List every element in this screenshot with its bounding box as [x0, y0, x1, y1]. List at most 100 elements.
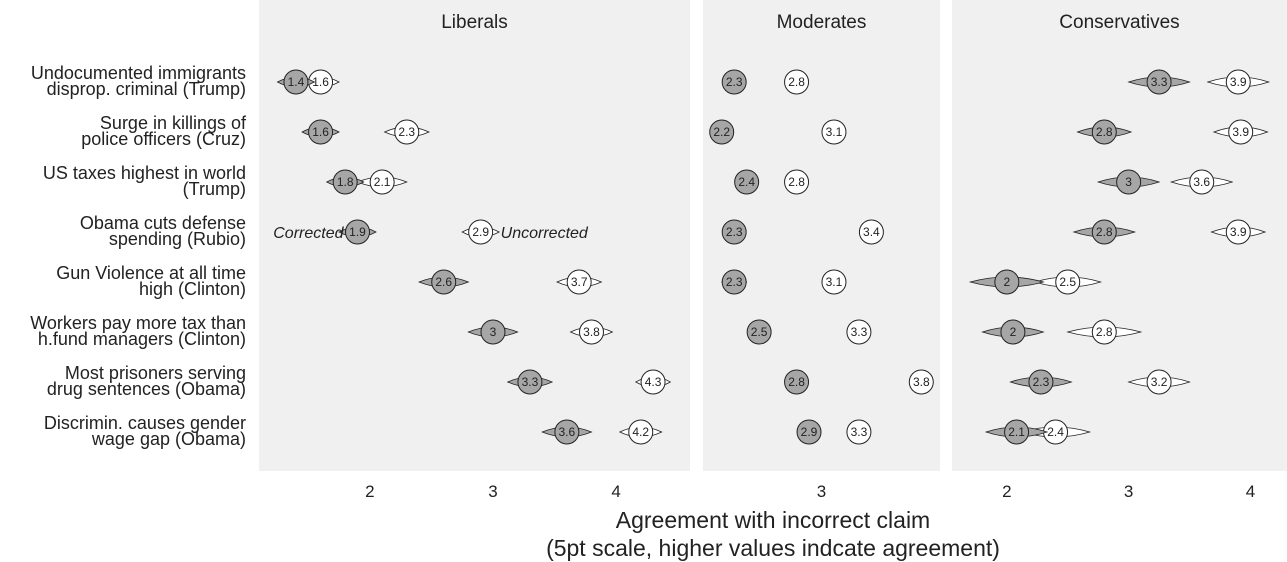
uncorrected-marker: [1146, 369, 1172, 395]
panel-conservatives: Conservatives 2 3 4 3.9 3.3 3.9 2.8 3.6 3 3.9 2.8 2.…: [952, 0, 1287, 501]
corrected-point: 2.5: [746, 319, 772, 345]
corrected-value-label: 2: [1003, 275, 1010, 289]
uncorrected-value-label: 2.9: [472, 225, 489, 239]
uncorrected-value-label: 3.9: [1232, 125, 1249, 139]
corrected-value-label: 1.9: [349, 225, 366, 239]
row-label-line: h.fund managers (Clinton): [38, 329, 246, 349]
corrected-point: 3.3: [506, 369, 554, 395]
corrected-value-label: 2.3: [726, 275, 743, 289]
corrected-point: 2.2: [709, 119, 735, 145]
uncorrected-value-label: 2.3: [398, 125, 415, 139]
corrected-value-label: 3.3: [522, 375, 539, 389]
uncorrected-value-label: 3.8: [913, 375, 930, 389]
corrected-value-label: 2.2: [713, 125, 730, 139]
corrected-marker: [1091, 219, 1117, 245]
uncorrected-marker: [1225, 219, 1251, 245]
corrected-marker: [1028, 369, 1054, 395]
corrected-value-label: 3: [1125, 175, 1132, 189]
uncorrected-value-label: 3.1: [826, 275, 843, 289]
uncorrected-marker: [846, 419, 872, 445]
uncorrected-marker: [1055, 269, 1081, 295]
x-axis-title-line-1: Agreement with incorrect claim: [616, 507, 930, 533]
corrected-value-label: 2: [1010, 325, 1017, 339]
uncorrected-marker: [784, 69, 810, 95]
uncorrected-marker: [394, 119, 420, 145]
corrected-value-label: 2.5: [751, 325, 768, 339]
corrected-marker: [796, 419, 822, 445]
uncorrected-value-label: 3.2: [1151, 375, 1168, 389]
corrected-marker: [1091, 119, 1117, 145]
corrected-point: 3.3: [1127, 69, 1191, 95]
row-label-line: Workers pay more tax than: [30, 313, 246, 333]
panel-title: Liberals: [441, 12, 508, 33]
row-label-line: high (Clinton): [139, 279, 246, 299]
uncorrected-point: 2.8: [784, 169, 810, 195]
corrected-point: 2.3: [721, 219, 747, 245]
corrected-point: 3.6: [541, 419, 593, 445]
corrected-marker: [431, 269, 457, 295]
corrected-marker: [308, 119, 334, 145]
panel-title: Moderates: [777, 12, 867, 33]
corrected-marker: [784, 369, 810, 395]
corrected-point: 2.1: [984, 419, 1049, 445]
uncorrected-point: 3.3: [846, 319, 872, 345]
uncorrected-point: 3.7: [556, 269, 603, 295]
corrected-point: 1.6: [301, 119, 340, 145]
corrected-value-label: 1.6: [312, 125, 329, 139]
uncorrected-annotation: Uncorrected: [501, 225, 589, 242]
uncorrected-point: 3.1: [821, 119, 847, 145]
uncorrected-point: 3.3: [846, 419, 872, 445]
x-tick-label: 3: [488, 482, 497, 501]
uncorrected-marker: [566, 269, 592, 295]
corrected-value-label: 2.4: [738, 175, 755, 189]
corrected-marker: [554, 419, 580, 445]
x-tick-label: 2: [1002, 482, 1011, 501]
uncorrected-value-label: 2.8: [1096, 325, 1113, 339]
uncorrected-value-label: 2.8: [788, 175, 805, 189]
corrected-value-label: 1.4: [288, 75, 305, 89]
uncorrected-marker: [369, 169, 395, 195]
uncorrected-point: 3.1: [821, 269, 847, 295]
corrected-marker: [709, 119, 735, 145]
uncorrected-marker: [1091, 319, 1117, 345]
corrected-marker: [721, 219, 747, 245]
corrected-marker: [994, 269, 1020, 295]
corrected-point: 2.3: [1009, 369, 1073, 395]
uncorrected-point: 4.3: [635, 369, 672, 395]
x-tick-label: 3: [817, 482, 826, 501]
uncorrected-point: 1.6: [301, 69, 340, 95]
uncorrected-point: 3.6: [1169, 169, 1234, 195]
corrected-point: 3: [467, 319, 519, 345]
corrected-marker: [734, 169, 760, 195]
row-label-line: Most prisoners serving: [65, 363, 246, 383]
row-label-line: disprop. criminal (Trump): [47, 79, 246, 99]
x-tick-label: 2: [365, 482, 374, 501]
row-label-line: Gun Violence at all time: [56, 263, 246, 283]
corrected-point: 2.6: [418, 269, 470, 295]
corrected-point: 2.3: [721, 69, 747, 95]
corrected-value-label: 3.6: [559, 425, 576, 439]
x-tick-label: 3: [1124, 482, 1133, 501]
uncorrected-value-label: 2.1: [374, 175, 391, 189]
corrected-marker: [721, 69, 747, 95]
corrected-value-label: 2.9: [801, 425, 818, 439]
corrected-point: 2.8: [784, 369, 810, 395]
uncorrected-marker: [628, 419, 654, 445]
row-label-2: US taxes highest in world(Trump): [43, 163, 246, 199]
uncorrected-point: 2.5: [1033, 269, 1102, 295]
uncorrected-point: 2.3: [383, 119, 430, 145]
uncorrected-marker: [846, 319, 872, 345]
corrected-point: 2.8: [1072, 219, 1137, 245]
row-label-line: US taxes highest in world: [43, 163, 246, 183]
uncorrected-point: 3.8: [569, 319, 614, 345]
panel-title: Conservatives: [1059, 12, 1179, 33]
x-tick-label: 4: [1246, 482, 1255, 501]
